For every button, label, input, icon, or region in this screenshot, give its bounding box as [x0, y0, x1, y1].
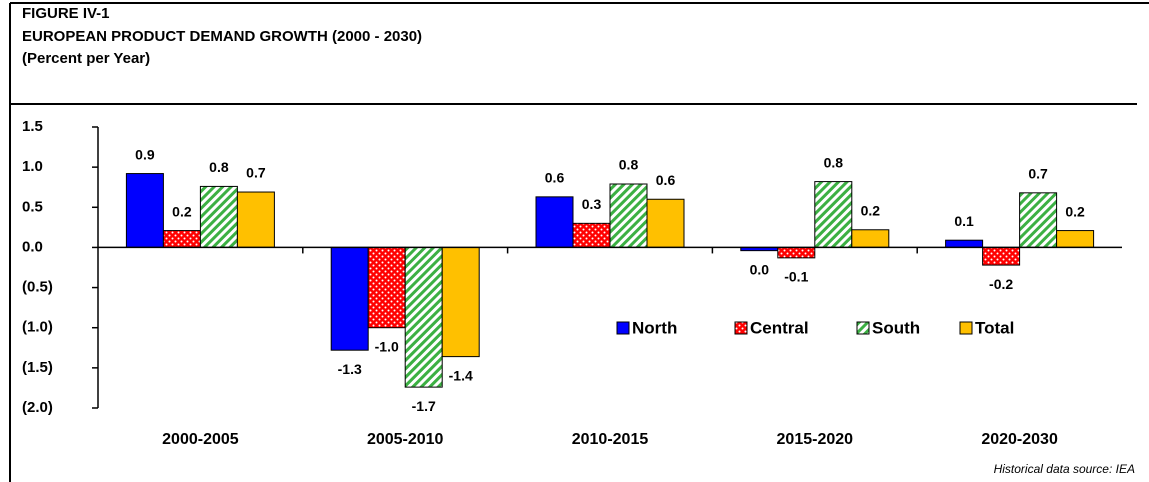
- bar: [367, 246, 406, 329]
- legend-swatch: [734, 321, 748, 335]
- x-tick-label: 2015-2020: [777, 431, 854, 448]
- y-tick-label: 0.0: [22, 238, 43, 255]
- data-label: 0.2: [172, 203, 192, 219]
- legend-label: Total: [975, 318, 1014, 337]
- bar: [851, 229, 890, 248]
- bar: [404, 246, 443, 388]
- chart-title: EUROPEAN PRODUCT DEMAND GROWTH (2000 - 2…: [22, 28, 422, 45]
- x-tick-label: 2000-2005: [162, 431, 239, 448]
- legend-label: Central: [750, 318, 809, 337]
- legend-swatch: [856, 321, 870, 335]
- data-label: 0.0: [750, 261, 770, 277]
- bar: [572, 222, 611, 248]
- data-label: 0.7: [246, 165, 266, 181]
- bar: [982, 246, 1021, 266]
- y-tick-label: 1.0: [22, 158, 43, 175]
- data-label: 0.2: [861, 202, 881, 218]
- data-label: 0.2: [1065, 203, 1085, 219]
- bar: [236, 191, 275, 248]
- bar: [199, 185, 238, 248]
- data-label: -1.4: [449, 367, 473, 383]
- data-label: 0.1: [954, 213, 974, 229]
- legend-label: South: [872, 318, 920, 337]
- bar: [945, 239, 984, 248]
- source-note: Historical data source: IEA: [994, 462, 1135, 476]
- x-tick-label: 2005-2010: [367, 431, 444, 448]
- x-tick-label: 2010-2015: [572, 431, 649, 448]
- bar: [162, 230, 201, 248]
- figure-label: FIGURE IV-1: [22, 5, 110, 22]
- bar: [1056, 230, 1095, 248]
- y-tick-label: (2.0): [22, 399, 53, 416]
- x-tick-label: 2020-2030: [981, 431, 1058, 448]
- bar: [1019, 192, 1058, 248]
- data-label: -0.2: [989, 276, 1013, 292]
- bar: [814, 181, 853, 248]
- data-label: -0.1: [784, 269, 808, 285]
- data-label: 0.6: [545, 170, 565, 186]
- legend-label: North: [632, 318, 677, 337]
- data-label: 0.8: [209, 159, 229, 175]
- y-tick-label: (0.5): [22, 279, 53, 296]
- data-label: 0.9: [135, 146, 155, 162]
- legend-swatch: [616, 321, 630, 335]
- y-tick-label: 1.5: [22, 118, 43, 135]
- bar: [535, 196, 574, 248]
- data-label: 0.8: [619, 157, 639, 173]
- data-label: 0.3: [582, 196, 602, 212]
- data-label: 0.6: [656, 172, 676, 188]
- bar: [330, 246, 369, 351]
- data-label: 0.7: [1028, 166, 1048, 182]
- bar: [609, 183, 648, 248]
- bar: [441, 246, 480, 358]
- y-tick-label: 0.5: [22, 198, 43, 215]
- y-tick-label: (1.0): [22, 319, 53, 336]
- bar: [125, 173, 164, 248]
- chart-subtitle: (Percent per Year): [22, 50, 150, 67]
- data-label: -1.3: [338, 361, 362, 377]
- data-label: -1.0: [375, 338, 399, 354]
- data-label: -1.7: [412, 398, 436, 414]
- data-label: 0.8: [824, 154, 844, 170]
- bar: [646, 198, 685, 248]
- y-tick-label: (1.5): [22, 359, 53, 376]
- bar: [777, 246, 816, 259]
- legend-swatch: [959, 321, 973, 335]
